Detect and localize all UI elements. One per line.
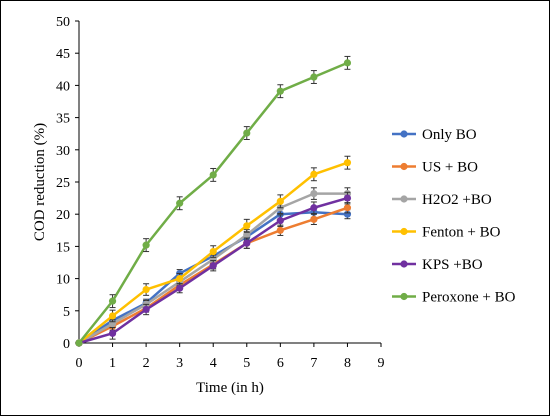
x-axis-title: Time (in h) xyxy=(196,380,264,396)
legend: Only BO US + BO H2O2 +BO Fenton + BO KPS +BO… xyxy=(392,127,516,306)
legend-swatch-marker xyxy=(400,162,408,171)
data-point xyxy=(75,339,83,347)
data-point xyxy=(343,210,352,218)
y-tick-label: 40 xyxy=(56,79,70,94)
data-point xyxy=(343,59,352,67)
data-point xyxy=(276,226,284,234)
data-point xyxy=(243,239,251,247)
x-tick-label: 1 xyxy=(109,356,116,371)
data-point xyxy=(343,194,352,202)
series-line xyxy=(78,61,348,344)
legend-label: KPS +BO xyxy=(422,257,483,273)
data-point xyxy=(310,73,318,81)
series-4 xyxy=(75,191,352,347)
data-point xyxy=(310,204,318,212)
data-point xyxy=(243,129,251,137)
data-point xyxy=(176,199,184,207)
series-1 xyxy=(75,202,352,347)
data-point xyxy=(142,241,150,249)
legend-label: Peroxone + BO xyxy=(422,290,516,306)
data-point xyxy=(176,284,184,292)
data-point xyxy=(243,222,251,230)
x-tick-label: 0 xyxy=(76,356,83,371)
series-5 xyxy=(75,55,352,347)
data-point xyxy=(209,247,217,256)
legend-swatch-marker xyxy=(400,260,408,268)
data-point xyxy=(310,215,318,223)
y-tick-label: 35 xyxy=(56,112,70,127)
y-tick-label: 30 xyxy=(56,144,70,159)
data-point xyxy=(176,275,184,283)
data-point xyxy=(276,87,284,95)
legend-item: KPS +BO xyxy=(392,257,483,273)
plot-area xyxy=(75,55,352,347)
legend-item: H2O2 +BO xyxy=(392,192,492,208)
y-tick-label: 0 xyxy=(63,337,70,352)
legend-label: US + BO xyxy=(422,160,478,176)
y-tick-label: 45 xyxy=(56,47,70,62)
x-tick-label: 6 xyxy=(277,356,284,371)
legend-label: Fenton + BO xyxy=(422,225,501,241)
data-point xyxy=(343,159,352,167)
data-point xyxy=(310,189,318,198)
x-tick-label: 5 xyxy=(243,356,250,371)
series-line xyxy=(78,206,348,345)
x-tick-label: 8 xyxy=(344,356,351,371)
data-point xyxy=(108,329,117,337)
y-tick-label: 10 xyxy=(56,273,70,288)
legend-swatch-marker xyxy=(400,227,408,236)
legend-item: US + BO xyxy=(392,160,478,176)
x-tick-label: 9 xyxy=(378,356,385,371)
y-tick-label: 15 xyxy=(56,240,70,255)
y-tick-label: 25 xyxy=(56,176,70,191)
data-point xyxy=(343,204,352,212)
y-axis-title: COD reduction (%) xyxy=(32,123,48,241)
data-point xyxy=(310,170,318,178)
legend-swatch-marker xyxy=(400,130,408,138)
data-point xyxy=(276,197,284,205)
data-point xyxy=(276,210,284,218)
data-point xyxy=(243,231,251,239)
legend-swatch-marker xyxy=(400,292,408,301)
data-point xyxy=(108,312,117,320)
x-tick-label: 7 xyxy=(310,356,317,371)
legend-item: Peroxone + BO xyxy=(392,290,516,306)
x-tick-label: 4 xyxy=(210,356,217,371)
data-point xyxy=(142,305,150,314)
data-point xyxy=(209,171,217,179)
y-tick-label: 20 xyxy=(56,208,70,223)
legend-label: Only BO xyxy=(422,127,477,143)
x-tick-label: 2 xyxy=(143,356,150,371)
data-point xyxy=(108,297,117,305)
legend-item: Fenton + BO xyxy=(392,225,501,241)
data-point xyxy=(276,217,284,225)
y-tick-label: 5 xyxy=(63,305,70,320)
series-0 xyxy=(75,206,352,347)
legend-label: H2O2 +BO xyxy=(422,192,492,208)
legend-swatch-marker xyxy=(400,195,408,203)
legend-item: Only BO xyxy=(392,127,477,143)
y-tick-label: 50 xyxy=(56,15,70,30)
x-tick-label: 3 xyxy=(176,356,183,371)
data-point xyxy=(209,262,217,270)
data-point xyxy=(142,285,150,294)
